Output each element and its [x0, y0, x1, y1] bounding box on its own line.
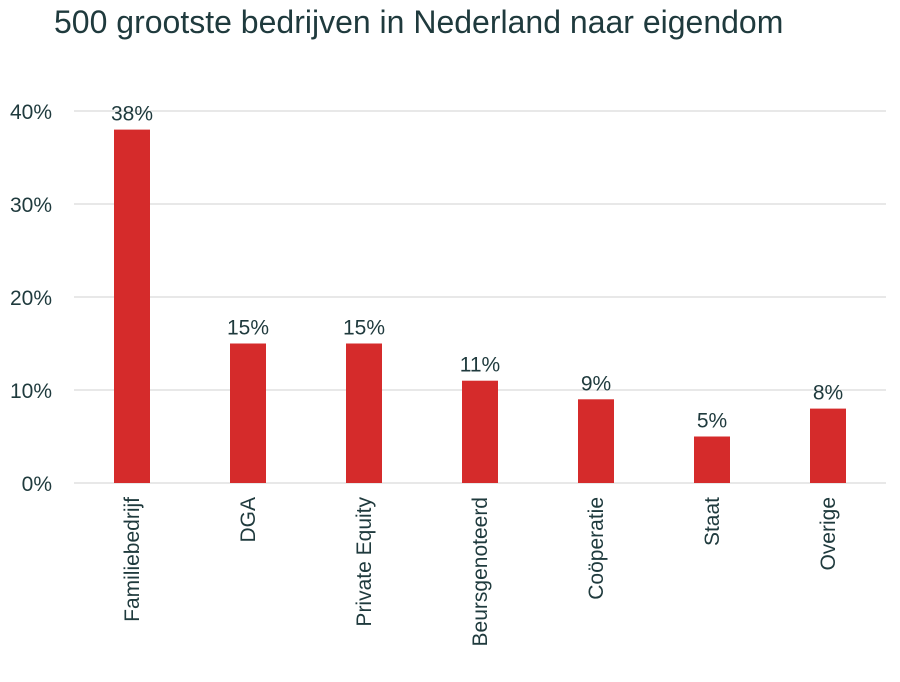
- x-tick-label: Staat: [701, 497, 724, 546]
- data-label: 38%: [111, 103, 153, 126]
- bar: [114, 129, 150, 483]
- data-label: 8%: [813, 382, 843, 405]
- x-tick-label: Beursgenoteerd: [469, 497, 492, 646]
- data-label: 15%: [343, 317, 385, 340]
- y-tick-label: 10%: [10, 380, 52, 403]
- y-tick-label: 20%: [10, 287, 52, 310]
- x-tick-label: Familiebedrijf: [121, 497, 144, 622]
- bar: [462, 380, 498, 483]
- y-axis-ticks: 0% 10% 20% 30% 40%: [10, 101, 52, 496]
- bar: [694, 436, 730, 483]
- x-tick-label: Coöperatie: [585, 497, 608, 600]
- bar: [230, 343, 266, 483]
- data-label: 9%: [581, 372, 611, 395]
- x-axis-ticks: Familiebedrijf DGA Private Equity Beursgeno…: [121, 497, 840, 647]
- data-labels: 38% 15% 15% 11% 9% 5% 8%: [111, 103, 843, 433]
- x-tick-label: Overige: [817, 497, 840, 571]
- data-label: 5%: [697, 410, 727, 433]
- y-tick-label: 30%: [10, 194, 52, 217]
- bar: [346, 343, 382, 483]
- bars: [114, 129, 846, 483]
- bar: [578, 399, 614, 483]
- x-tick-label: DGA: [237, 497, 260, 543]
- bar: [810, 408, 846, 483]
- y-tick-label: 0%: [22, 473, 52, 496]
- x-tick-label: Private Equity: [353, 497, 376, 627]
- data-label: 11%: [460, 354, 500, 377]
- chart-title: 500 grootste bedrijven in Nederland naar…: [54, 4, 784, 40]
- y-tick-label: 40%: [10, 101, 52, 124]
- data-label: 15%: [227, 317, 269, 340]
